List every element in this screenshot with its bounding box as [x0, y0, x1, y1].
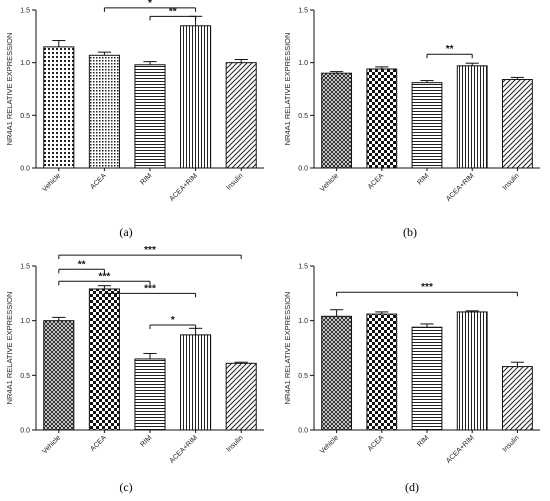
- y-tick-label: 0.5: [298, 113, 308, 120]
- x-tick-label: Insulin: [225, 172, 244, 191]
- y-axis-label: NR4A1 RELATIVE EXPRESSION: [5, 33, 14, 146]
- chart-panel-4: 0.0 0.5 1.0 1.5 NR4A1 RELATIVE EXPRESSION Veh…: [283, 264, 540, 494]
- bar-acea: [366, 313, 398, 431]
- panel-label: (a): [119, 225, 132, 239]
- x-tick-label: RIM: [139, 172, 153, 186]
- chart-panel-2: 0.0 0.5 1.0 1.5 NR4A1 RELATIVE EXPRESSION Veh…: [283, 8, 540, 239]
- bar-insulin: [225, 362, 257, 431]
- significance-label: **: [169, 6, 177, 17]
- y-tick-label: 1.0: [20, 60, 30, 67]
- y-tick-label: 1.0: [298, 60, 308, 67]
- significance-label: **: [78, 259, 86, 270]
- y-tick-label: 1.0: [298, 318, 308, 325]
- significance-label: ***: [144, 245, 156, 256]
- x-tick-label: Insulin: [225, 434, 244, 453]
- bar-acea-rim: [180, 334, 212, 431]
- bar-acea-rim: [180, 25, 212, 169]
- x-tick-label: RIM: [416, 172, 430, 186]
- bar-insulin: [501, 79, 533, 169]
- x-tick-label: Insulin: [502, 434, 521, 453]
- bar-acea-rim: [456, 311, 488, 431]
- y-tick-label: 0.5: [20, 373, 30, 380]
- significance-label: **: [446, 44, 454, 55]
- bar-acea-rim: [456, 65, 488, 169]
- significance-label: ***: [99, 271, 111, 282]
- significance-label: *: [171, 315, 175, 326]
- y-tick-label: 0.0: [20, 428, 30, 435]
- bar-insulin: [501, 366, 533, 431]
- x-tick-label: ACEA: [89, 172, 108, 191]
- y-tick-label: 0.0: [298, 428, 308, 435]
- x-tick-label: Vehicle: [319, 434, 340, 455]
- x-tick-label: RIM: [139, 434, 153, 448]
- x-tick-label: ACEA: [367, 434, 386, 453]
- x-tick-label: Vehicle: [319, 172, 340, 193]
- x-tick-label: ACEA: [367, 172, 386, 191]
- panels: 0.0 0.5 1.0 1.5 NR4A1 RELATIVE EXPRESSION Veh…: [5, 0, 540, 494]
- panel-label: (b): [403, 225, 417, 239]
- panel-label: (d): [405, 480, 419, 494]
- y-tick-label: 1.5: [298, 8, 308, 15]
- bar-acea: [366, 68, 398, 169]
- chart-panel-3: 0.0 0.5 1.0 1.5 NR4A1 RELATIVE EXPRESSION Veh…: [5, 245, 264, 494]
- bar-rim: [411, 326, 443, 431]
- bar-rim: [411, 82, 443, 169]
- x-tick-label: Vehicle: [41, 434, 62, 455]
- y-tick-label: 1.5: [20, 8, 30, 15]
- bar-vehicle: [43, 320, 75, 431]
- bar-acea: [88, 54, 120, 169]
- x-tick-label: ACEA: [89, 434, 108, 453]
- y-tick-label: 0.5: [20, 113, 30, 120]
- x-tick-label: ACEA+RIM: [169, 172, 200, 203]
- bar-vehicle: [321, 315, 353, 431]
- bar-insulin: [225, 62, 257, 169]
- bar-rim: [134, 358, 166, 431]
- y-tick-label: 0.0: [20, 166, 30, 173]
- x-tick-label: ACEA+RIM: [445, 172, 476, 203]
- x-tick-label: Vehicle: [41, 172, 62, 193]
- bar-vehicle: [321, 72, 353, 169]
- panel-label: (c): [119, 480, 132, 494]
- y-tick-label: 1.5: [298, 264, 308, 271]
- y-tick-label: 0.5: [298, 373, 308, 380]
- bar-acea: [88, 288, 120, 431]
- y-axis-label: NR4A1 RELATIVE EXPRESSION: [5, 292, 14, 405]
- significance-label: ***: [144, 283, 156, 294]
- y-tick-label: 1.0: [20, 318, 30, 325]
- chart-panel-1: 0.0 0.5 1.0 1.5 NR4A1 RELATIVE EXPRESSION Veh…: [5, 0, 264, 239]
- y-axis-label: NR4A1 RELATIVE EXPRESSION: [283, 33, 292, 146]
- x-tick-label: Insulin: [502, 172, 521, 191]
- bar-vehicle: [43, 46, 75, 169]
- y-tick-label: 1.5: [20, 264, 30, 271]
- y-axis-label: NR4A1 RELATIVE EXPRESSION: [283, 292, 292, 405]
- x-tick-label: ACEA+RIM: [445, 434, 476, 465]
- significance-label: ***: [421, 282, 433, 293]
- x-tick-label: ACEA+RIM: [169, 434, 200, 465]
- y-tick-label: 0.0: [298, 166, 308, 173]
- x-tick-label: RIM: [416, 434, 430, 448]
- significance-label: *: [148, 0, 152, 9]
- bar-rim: [134, 64, 166, 169]
